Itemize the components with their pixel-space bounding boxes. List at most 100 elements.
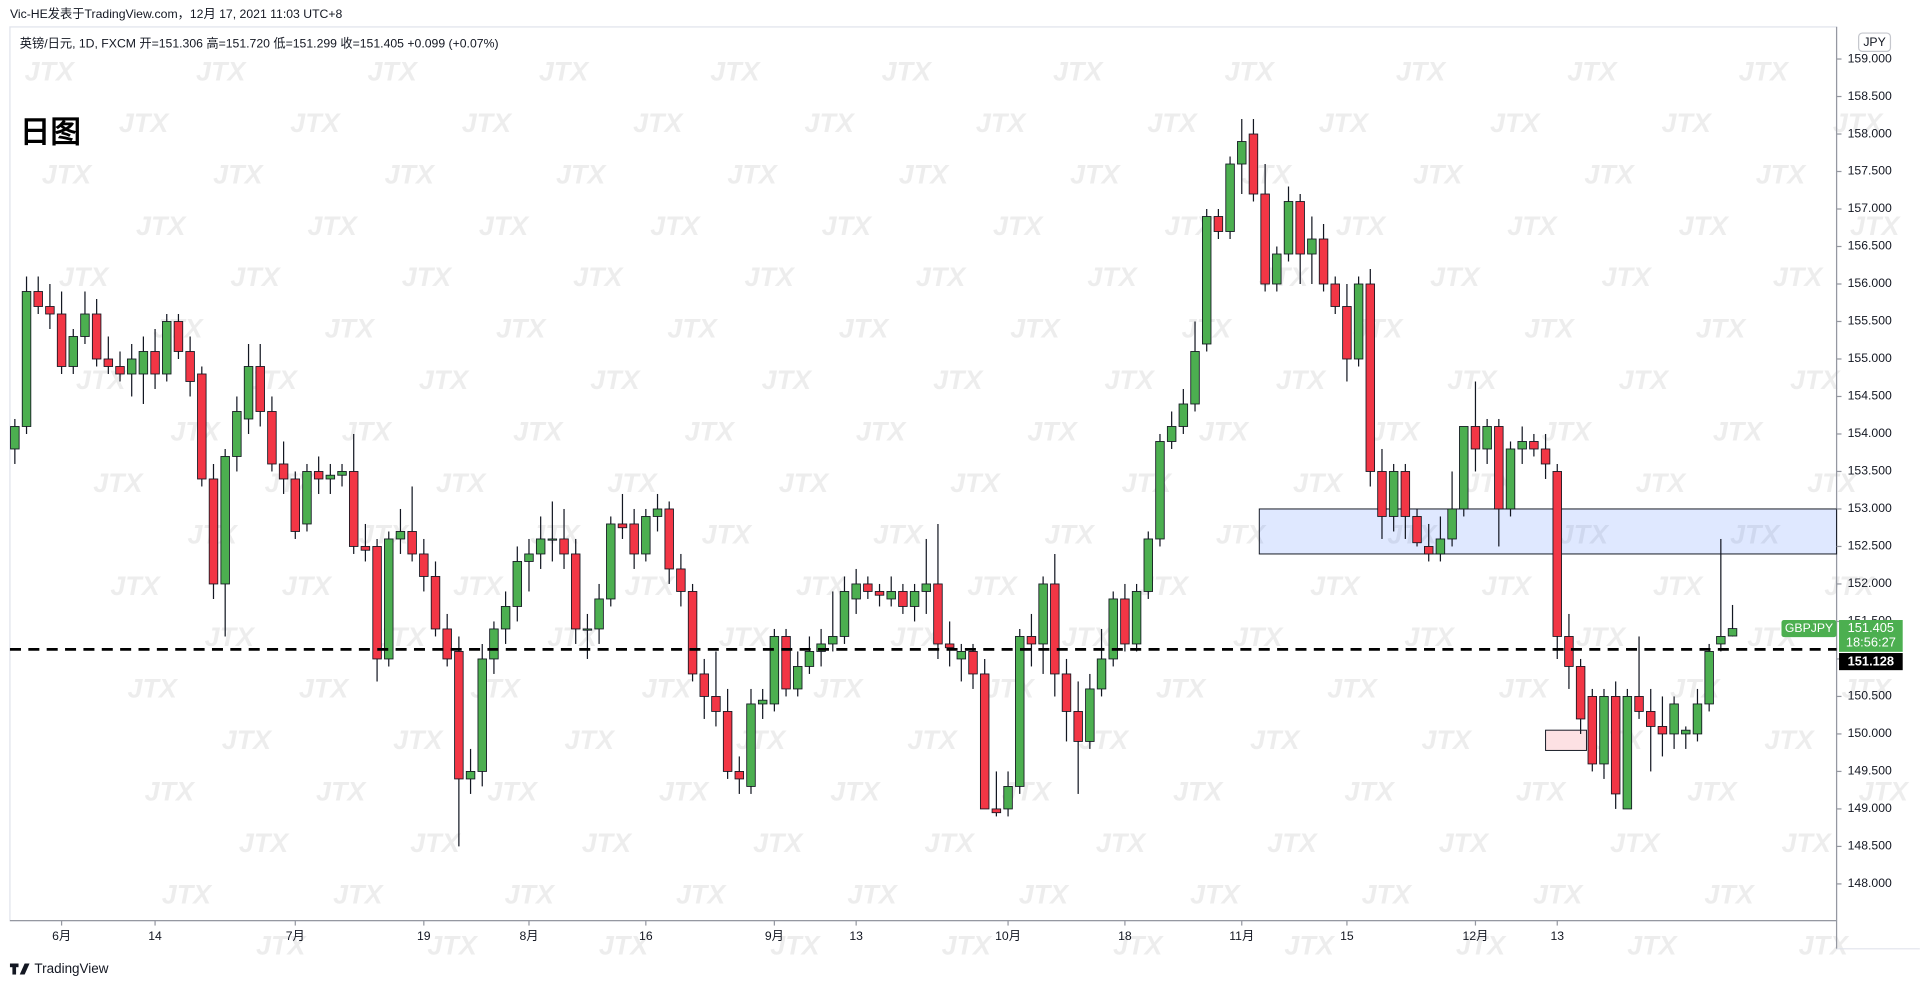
watermark: JTX (162, 879, 213, 909)
watermark: JTX (1533, 879, 1584, 909)
watermark: JTX (325, 314, 376, 344)
bar-countdown: 18:56:27 (1846, 635, 1896, 650)
watermark: JTX (1807, 468, 1858, 498)
watermark: JTX (565, 725, 616, 755)
candle-body (1587, 696, 1598, 765)
watermark: JTX (1413, 159, 1464, 189)
watermark: JTX (710, 57, 761, 87)
watermark: JTX (1679, 211, 1730, 241)
candle-body (1131, 591, 1142, 645)
candle-body (1342, 306, 1352, 360)
candle-body (1447, 508, 1457, 540)
watermark: JTX (145, 776, 196, 806)
x-tick-label: 13 (1550, 929, 1564, 943)
x-tick-label: 11月 (1229, 929, 1254, 943)
y-tick-label: 152.500 (1848, 539, 1892, 553)
candle-body (1225, 163, 1235, 232)
watermark: JTX (924, 828, 975, 858)
watermark: JTX (1044, 519, 1095, 549)
watermark: JTX (890, 622, 941, 652)
watermark: JTX (505, 879, 556, 909)
watermark: JTX (762, 365, 813, 395)
watermark: JTX (1327, 674, 1378, 704)
candle-body (1330, 283, 1340, 307)
candle-body (1727, 628, 1738, 637)
candle-body (804, 651, 815, 667)
watermark: JTX (1422, 725, 1473, 755)
watermark: JTX (856, 417, 907, 447)
y-tick-label: 156.000 (1848, 276, 1892, 290)
candle-body (56, 313, 67, 367)
candle-body (10, 426, 20, 450)
candle-body (384, 538, 394, 660)
watermark: JTX (42, 159, 93, 189)
watermark: JTX (1122, 468, 1173, 498)
candle-body (1307, 238, 1317, 255)
last-price-label: 151.405 (1848, 620, 1894, 635)
watermark: JTX (282, 571, 333, 601)
candle-body (1610, 696, 1621, 795)
watermark: JTX (1507, 211, 1558, 241)
watermark: JTX (290, 108, 341, 138)
watermark: JTX (993, 211, 1044, 241)
watermark: JTX (1447, 365, 1498, 395)
watermark: JTX (899, 159, 950, 189)
watermark: JTX (205, 622, 256, 652)
candle-body (1260, 193, 1270, 285)
candle-body (80, 313, 90, 337)
y-tick-label: 154.000 (1848, 426, 1892, 440)
watermark: JTX (496, 314, 547, 344)
watermark: JTX (1293, 468, 1344, 498)
candle-body (419, 553, 429, 577)
watermark: JTX (813, 674, 864, 704)
watermark: JTX (753, 828, 804, 858)
watermark: JTX (1824, 571, 1875, 601)
watermark: JTX (393, 725, 444, 755)
watermark: JTX (633, 108, 684, 138)
watermark: JTX (1010, 314, 1061, 344)
candle-body (1400, 471, 1411, 517)
candle-body (944, 643, 955, 649)
candle-body (103, 358, 114, 367)
hline-label-box (1839, 653, 1903, 671)
candle-body (1482, 426, 1492, 450)
candle-body (267, 411, 277, 465)
watermark: JTX (1439, 828, 1490, 858)
candle-body (863, 583, 873, 592)
watermark: JTX (582, 828, 633, 858)
watermark: JTX (916, 262, 967, 292)
candle-body (302, 471, 312, 525)
watermark: JTX (1859, 776, 1910, 806)
watermark: JTX (556, 159, 607, 189)
candle-body (1424, 546, 1434, 555)
candle-body (676, 568, 686, 592)
candle-body (1634, 696, 1644, 712)
watermark: JTX (1070, 159, 1121, 189)
candle-body (816, 643, 826, 652)
candle-body (465, 771, 476, 780)
candle-body (68, 336, 78, 367)
candle-body (1108, 598, 1118, 660)
y-tick-label: 154.500 (1848, 389, 1892, 403)
candle-body (641, 516, 651, 555)
author-line: Vic-HE发表于TradingView.com，12月 17, 2021 11… (10, 6, 343, 21)
x-tick-label: 8月 (519, 929, 538, 943)
candle-body (769, 636, 780, 705)
candle-body (1143, 538, 1153, 592)
watermark: JTX (933, 365, 984, 395)
watermark: JTX (805, 108, 856, 138)
watermark: JTX (110, 571, 161, 601)
candle-body (1377, 471, 1387, 517)
watermark: JTX (333, 879, 384, 909)
candle-body (337, 471, 347, 476)
watermark: JTX (942, 931, 993, 961)
watermark: JTX (1790, 365, 1841, 395)
candle-body (1061, 673, 1072, 712)
candle-body (512, 561, 523, 607)
candle-body (547, 538, 558, 541)
watermark: JTX (247, 365, 298, 395)
last-price-box (1839, 620, 1903, 652)
candle-body (1096, 658, 1107, 690)
